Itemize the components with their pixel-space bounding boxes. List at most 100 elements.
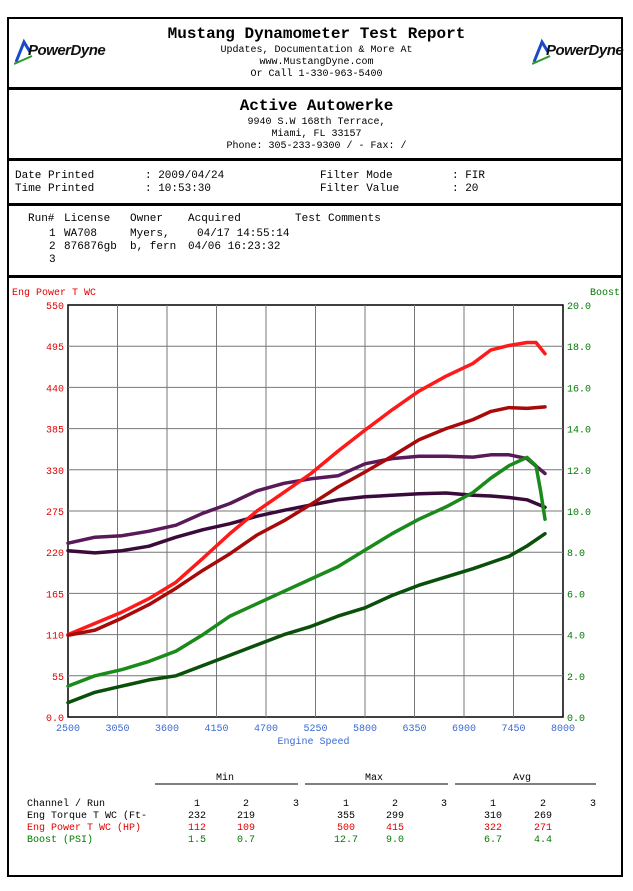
series-line-3	[66, 340, 547, 637]
summary-run-col: 2	[392, 799, 398, 810]
y-right-tick-label: 14.0	[567, 426, 591, 437]
x-tick-label: 6350	[402, 724, 426, 735]
summary-run-col: 3	[441, 799, 447, 810]
powerdyne-swoosh-icon	[532, 38, 551, 65]
summary-group-max: Max	[365, 773, 383, 784]
summary-row-label: Eng Power T WC (HP)	[27, 822, 141, 834]
y-left-tick-label: 550	[46, 302, 64, 313]
summary-cell: 9.0	[386, 835, 404, 846]
summary-cell: 112	[188, 823, 206, 834]
x-tick-label: 2500	[56, 724, 80, 735]
logo-left: PowerDyne	[14, 36, 106, 70]
summary-run-col: 1	[490, 799, 496, 810]
runs-header-owner: Owner	[130, 213, 164, 225]
time-printed-value: : 10:53:30	[145, 183, 212, 195]
run-3-number: 3	[49, 254, 56, 266]
filter-mode-label: Filter Mode	[320, 170, 393, 182]
y-left-tick-label: 330	[46, 467, 64, 478]
right-axis-label: Boost	[590, 288, 620, 299]
header-line-2: www.MustangDyne.com	[259, 57, 374, 68]
summary-row-label: Boost (PSI)	[27, 834, 93, 846]
divider	[7, 158, 623, 161]
series-line-6	[66, 531, 547, 705]
series-line-4	[66, 405, 547, 638]
summary-cell: 500	[337, 823, 355, 834]
report-title: Mustang Dynamometer Test Report	[167, 25, 466, 43]
series-line-5	[66, 455, 547, 688]
x-tick-label: 4150	[204, 724, 228, 735]
summary-cell: 355	[337, 811, 355, 822]
summary-cell: 1.5	[188, 835, 206, 846]
summary-cell: 219	[237, 811, 255, 822]
summary-run-col: 3	[293, 799, 299, 810]
y-right-tick-label: 18.0	[567, 343, 591, 354]
y-right-tick-label: 6.0	[567, 590, 585, 601]
y-right-tick-label: 12.0	[567, 467, 591, 478]
filter-mode-value: : FIR	[452, 170, 486, 182]
run-1-number: 1	[49, 228, 56, 240]
y-left-tick-label: 0.0	[46, 714, 64, 725]
y-left-tick-label: 440	[46, 384, 64, 395]
summary-group-avg: Avg	[513, 773, 531, 784]
logo-left-text: PowerDyne	[28, 42, 106, 59]
logo-right-text: PowerDyne	[546, 42, 624, 59]
x-tick-label: 4700	[254, 724, 278, 735]
run-1-owner: Myers,	[130, 228, 170, 240]
run-2-acquired: 04/06 16:23:32	[188, 241, 281, 253]
runs-header-acquired: Acquired	[188, 213, 241, 225]
runs-header-license: License	[64, 213, 111, 225]
x-tick-label: 5800	[353, 724, 377, 735]
logo-right: PowerDyne	[532, 36, 624, 70]
filter-value-value: : 20	[452, 183, 479, 195]
shop-address-2: Miami, FL 33157	[271, 129, 362, 140]
summary-cell: 322	[484, 823, 502, 834]
summary-cell: 109	[237, 823, 255, 834]
date-printed-value: : 2009/04/24	[145, 170, 225, 182]
summary-run-col: 3	[590, 799, 596, 810]
summary-cell: 415	[386, 823, 404, 834]
summary-group-min: Min	[216, 772, 234, 784]
y-left-tick-label: 220	[46, 549, 64, 560]
series-line-2	[66, 491, 547, 555]
summary-row-label: Eng Torque T WC (Ft-	[27, 810, 147, 822]
time-printed-label: Time Printed	[15, 183, 95, 195]
summary-run-col: 2	[540, 799, 546, 810]
summary-cell: 310	[484, 811, 502, 822]
runs-header-run: Run#	[28, 213, 55, 225]
shop-address-1: 9940 S.W 168th Terrace,	[247, 117, 386, 128]
y-right-tick-label: 2.0	[567, 673, 585, 684]
left-axis-label: Eng Power T WC	[12, 288, 96, 299]
y-right-tick-label: 10.0	[567, 508, 591, 519]
series-line-1	[66, 453, 547, 545]
run-1-license: WA708	[64, 228, 98, 240]
summary-cell: 271	[534, 823, 552, 834]
y-left-tick-label: 55	[52, 673, 64, 684]
powerdyne-swoosh-icon	[14, 38, 33, 65]
summary-cell: 269	[534, 811, 552, 822]
shop-phone: Phone: 305-233-9300 / - Fax: /	[226, 141, 407, 152]
summary-cell: 232	[188, 811, 206, 822]
y-right-tick-label: 20.0	[567, 302, 591, 313]
run-2-license: 876876gb	[64, 241, 117, 253]
y-right-tick-label: 4.0	[567, 632, 585, 643]
x-tick-label: 7450	[501, 724, 525, 735]
x-axis-label: Engine Speed	[277, 736, 349, 748]
y-right-tick-label: 8.0	[567, 549, 585, 560]
y-right-tick-label: 0.0	[567, 714, 585, 725]
header-line-1: Updates, Documentation & More At	[220, 45, 413, 56]
summary-table: Min Max Avg Channel / Run 1 2 3 1 2 3 1 2 3 Eng Torqu…	[27, 772, 596, 846]
header-line-3: Or Call 1-330-963-5400	[250, 69, 383, 80]
divider	[7, 87, 623, 90]
divider	[7, 275, 623, 278]
summary-cell: 6.7	[484, 835, 502, 846]
run-2-owner: b, fern	[130, 241, 177, 253]
shop-name: Active Autowerke	[239, 97, 394, 115]
x-tick-label: 3050	[105, 724, 129, 735]
date-printed-label: Date Printed	[15, 170, 95, 182]
summary-cell: 12.7	[334, 835, 358, 846]
y-left-tick-label: 385	[46, 426, 64, 437]
divider	[7, 203, 623, 206]
summary-run-col: 1	[343, 799, 349, 810]
summary-cell: 299	[386, 811, 404, 822]
summary-run-col: 1	[194, 799, 200, 810]
